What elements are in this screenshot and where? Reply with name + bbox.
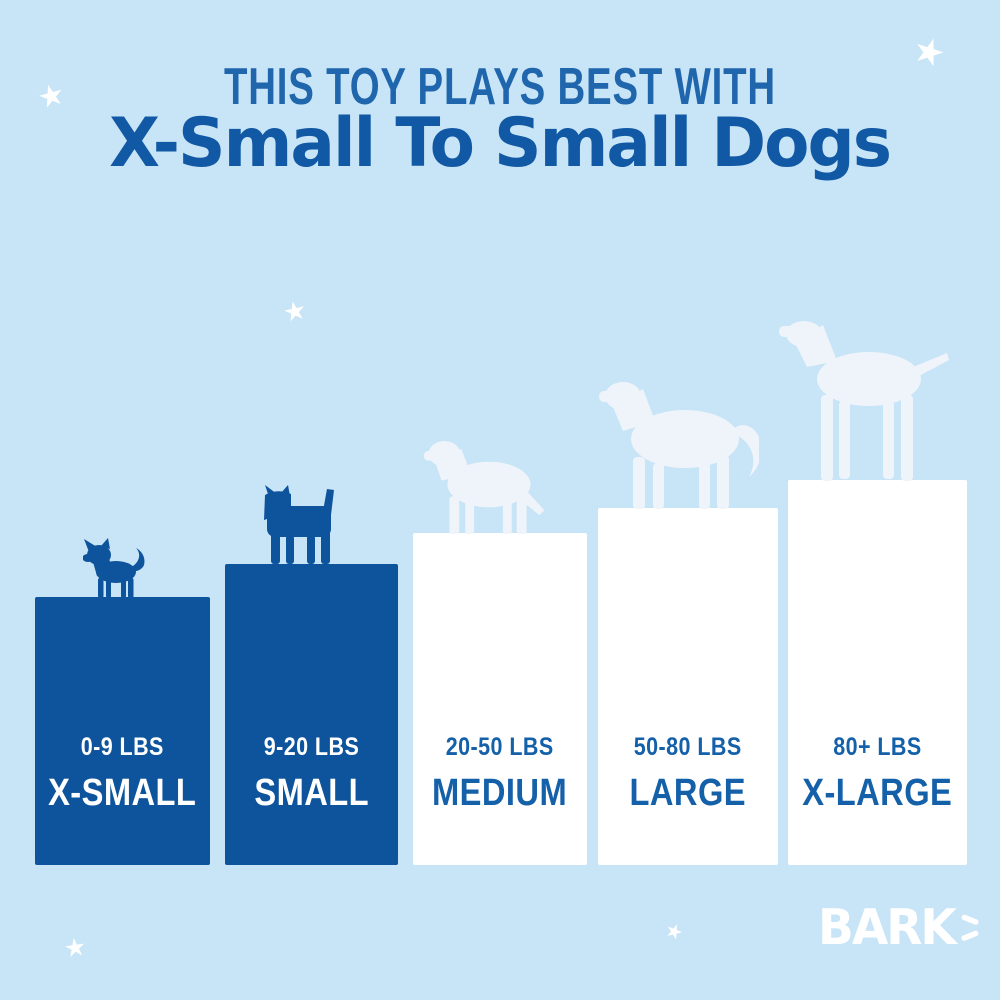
labrador-silhouette-icon: [423, 437, 549, 534]
size-name-label: X-SMALL: [35, 772, 210, 815]
weight-range-label: 20-50 LBS: [413, 733, 587, 762]
size-name-text: SMALL: [254, 772, 369, 814]
pointer-silhouette-icon: [779, 315, 949, 481]
page-title-inner: X-Small To Small Dogs: [109, 104, 892, 183]
bark-logo-bark-marks-icon: [961, 914, 979, 941]
size-bar-small: 9-20 LBS SMALL: [225, 485, 398, 865]
bar-labels: 50-80 LBS LARGE: [598, 733, 778, 815]
terrier-silhouette-icon: [261, 485, 343, 565]
size-name-label: SMALL: [225, 772, 398, 815]
size-name-text: X-LARGE: [802, 772, 953, 814]
size-name-text: X-SMALL: [48, 772, 197, 814]
weight-range-label: 50-80 LBS: [598, 733, 778, 762]
kicker-text-inner: THIS TOY PLAYS BEST WITH: [224, 58, 776, 117]
bar-labels: 20-50 LBS MEDIUM: [413, 733, 587, 815]
kicker-text: THIS TOY PLAYS BEST WITH: [0, 58, 1000, 117]
page-title: X-Small To Small Dogs: [0, 104, 1000, 183]
size-name-text: LARGE: [629, 772, 747, 814]
bar-labels: 0-9 LBS X-SMALL: [35, 733, 210, 815]
chihuahua-silhouette-icon: [83, 538, 147, 598]
weight-range-text: 9-20 LBS: [263, 733, 360, 761]
star-icon: ★: [280, 293, 310, 329]
bark-logo-text: BARK: [818, 898, 957, 957]
bar-labels: 9-20 LBS SMALL: [225, 733, 398, 815]
weight-range-text: 20-50 LBS: [446, 733, 554, 761]
size-bar-xlarge: 80+ LBS X-LARGE: [779, 321, 967, 865]
size-name-label: X-LARGE: [788, 772, 967, 815]
star-icon: ★: [62, 932, 89, 964]
bar-labels: 80+ LBS X-LARGE: [788, 733, 967, 815]
weight-range-label: 80+ LBS: [788, 733, 967, 762]
weight-range-text: 80+ LBS: [833, 733, 922, 761]
size-name-label: MEDIUM: [413, 772, 587, 815]
star-icon: ★: [661, 918, 687, 946]
size-name-label: LARGE: [598, 772, 778, 815]
golden-retriever-silhouette-icon: [599, 375, 759, 509]
weight-range-text: 50-80 LBS: [634, 733, 742, 761]
weight-range-label: 9-20 LBS: [225, 733, 398, 762]
size-bar-large: 50-80 LBS LARGE: [598, 382, 778, 865]
weight-range-label: 0-9 LBS: [35, 733, 210, 762]
bark-logo: BARK: [818, 898, 982, 957]
size-bar-medium: 20-50 LBS MEDIUM: [413, 440, 587, 865]
size-name-text: MEDIUM: [432, 772, 568, 814]
size-bar-xsmall: 0-9 LBS X-SMALL: [35, 538, 210, 865]
weight-range-text: 0-9 LBS: [80, 733, 165, 761]
